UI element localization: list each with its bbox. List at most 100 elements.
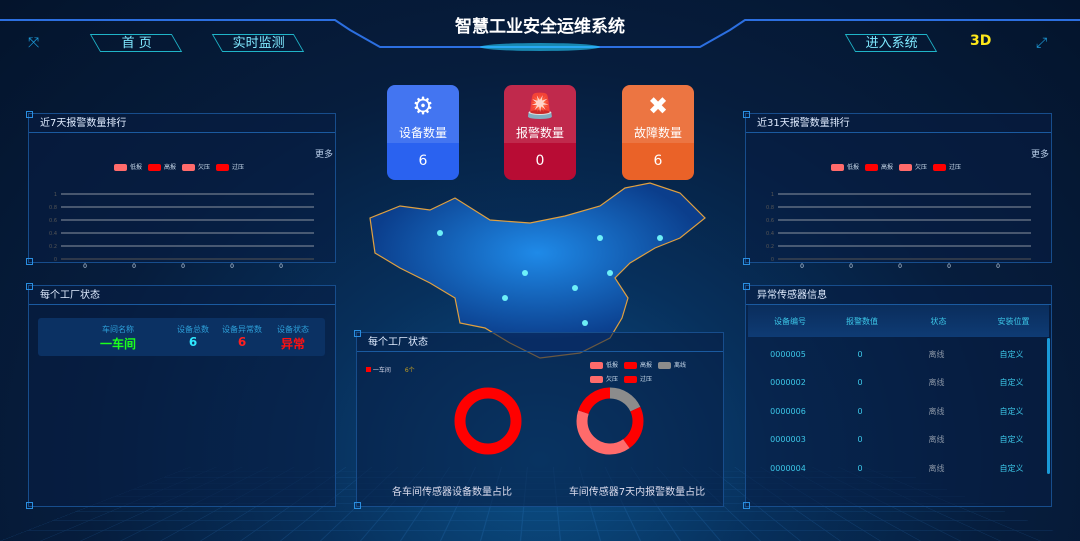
- legend-item[interactable]: 离线: [658, 360, 686, 369]
- table-cell: 离线: [928, 406, 945, 416]
- pie-slice: [576, 387, 644, 455]
- legend-label: 过压: [640, 376, 653, 383]
- y-tick-label: 1: [771, 192, 774, 198]
- header-frame: [0, 19, 1080, 51]
- table-header: 设备编号 报警数值 状态 安装位置: [748, 305, 1049, 337]
- x-tick-label: 0: [800, 263, 804, 270]
- legend-item[interactable]: 欠压: [899, 162, 927, 171]
- y-tick-label: 0: [54, 257, 57, 263]
- x-tick-label: 0: [898, 263, 902, 270]
- collapse-icon[interactable]: ⤧: [28, 35, 40, 51]
- center-stats-panel: 每个工厂状态 一车间 6个 低报 高报 离线 欠压 过压 各车间传感器设备数量占比 车间…: [354, 330, 724, 509]
- legend-item[interactable]: 过压: [624, 374, 652, 383]
- pie-charts: [454, 387, 644, 455]
- x-tick-label: 0: [849, 263, 853, 270]
- table-cell: 0: [857, 378, 863, 388]
- table-cell: 离线: [928, 378, 945, 388]
- legend-count: 6个: [404, 367, 415, 374]
- x-tick-label: 0: [83, 263, 87, 270]
- more-link[interactable]: 更多: [314, 150, 333, 160]
- tools-icon: ✖: [647, 92, 669, 120]
- table-row[interactable]: 0000003 0 离线 自定义: [746, 426, 1051, 455]
- scrollbar[interactable]: [1047, 338, 1050, 474]
- table-cell: 离线: [928, 435, 945, 445]
- nav-home-label: 首 页: [121, 36, 152, 51]
- chart-legend: 低报 高报 欠压 过压: [114, 162, 244, 171]
- fullscreen-icon[interactable]: ⤢: [1036, 35, 1048, 51]
- x-tick-label: 0: [181, 263, 185, 270]
- legend-item[interactable]: 过压: [933, 162, 961, 171]
- panel-title: 近7天报警数量排行: [29, 114, 335, 133]
- col-header: 安装位置: [997, 316, 1030, 326]
- card-label: 故障数量: [633, 126, 682, 140]
- legend-label: 欠压: [606, 376, 619, 383]
- legend-label: 欠压: [915, 164, 928, 171]
- stat-card[interactable]: ✖ 故障数量 6: [622, 85, 694, 180]
- workshop-name: 一车间: [99, 337, 136, 351]
- col-header: 设备编号: [774, 316, 806, 326]
- factory-row[interactable]: 车间名称 一车间 设备总数 6 设备异常数 6 设备状态 异常: [38, 318, 325, 356]
- y-tick-label: 0.2: [766, 244, 774, 250]
- enter-system-label: 进入系统: [865, 36, 918, 51]
- legend-item[interactable]: 高报: [624, 360, 652, 369]
- y-tick-label: 0.8: [49, 205, 57, 211]
- legend-label: 过压: [949, 164, 962, 171]
- nav-home[interactable]: 首 页: [89, 34, 183, 52]
- table-cell: 离线: [928, 463, 945, 473]
- device-status: 异常: [280, 337, 305, 351]
- legend-item[interactable]: 低报: [114, 162, 142, 171]
- legend-label: 一车间: [372, 367, 391, 374]
- abnormal-sensor-panel: 异常传感器信息 设备编号 报警数值 状态 安装位置 0000005 0 离线 自定义 0…: [743, 283, 1052, 509]
- card-value: 6: [418, 153, 428, 169]
- table-row[interactable]: 0000002 0 离线 自定义: [746, 369, 1051, 398]
- col-header: 状态: [930, 316, 947, 326]
- legend-item[interactable]: 过压: [216, 162, 244, 171]
- y-tick-label: 0.2: [49, 244, 57, 250]
- y-tick-label: 0.6: [49, 218, 57, 224]
- factory-status-panel: 每个工厂状态 车间名称 一车间 设备总数 6 设备异常数 6 设备状态 异常: [26, 283, 336, 509]
- table-row[interactable]: 0000005 0 离线 自定义: [746, 340, 1051, 369]
- table-cell: 0000006: [770, 406, 806, 416]
- 3d-button[interactable]: 3D: [970, 33, 992, 49]
- y-tick-label: 0.6: [766, 218, 774, 224]
- table-cell: 自定义: [999, 463, 1024, 473]
- col-header: 设备状态: [277, 325, 309, 334]
- legend-label: 离线: [674, 362, 687, 369]
- col-header: 报警数值: [846, 316, 878, 326]
- y-tick-label: 0: [771, 257, 774, 263]
- table-cell: 0: [857, 349, 863, 359]
- alarm-light-icon: 🚨: [525, 92, 555, 120]
- pie-caption: 各车间传感器设备数量占比: [392, 487, 512, 498]
- table-row[interactable]: 0000006 0 离线 自定义: [746, 397, 1051, 426]
- device-abnormal: 6: [237, 335, 247, 349]
- legend-item[interactable]: 欠压: [590, 374, 618, 383]
- legend-label: 高报: [640, 362, 653, 369]
- legend-item[interactable]: 低报: [831, 162, 859, 171]
- table-cell: 自定义: [999, 349, 1024, 359]
- legend-item[interactable]: 欠压: [182, 162, 210, 171]
- table-cell: 自定义: [999, 406, 1024, 416]
- nav-monitor[interactable]: 实时监测: [211, 34, 305, 52]
- china-map: [369, 182, 706, 359]
- more-link[interactable]: 更多: [1030, 150, 1049, 160]
- chart-legend: 低报 高报 欠压 过压: [831, 162, 961, 171]
- x-tick-label: 0: [947, 263, 951, 270]
- enter-system-button[interactable]: 进入系统: [844, 34, 938, 52]
- legend-item[interactable]: 高报: [865, 162, 893, 171]
- x-tick-label: 0: [996, 263, 1000, 270]
- col-header: 车间名称: [102, 325, 134, 334]
- legend-label: 低报: [847, 164, 860, 171]
- table-cell: 0: [857, 435, 863, 445]
- legend-item[interactable]: 低报: [590, 360, 618, 369]
- y-tick-label: 0.4: [766, 231, 774, 237]
- table-row[interactable]: 0000004 0 离线 自定义: [746, 454, 1051, 483]
- page-title: 智慧工业安全运维系统: [455, 17, 625, 37]
- col-header: 设备总数: [177, 325, 209, 334]
- legend-label: 低报: [130, 164, 143, 171]
- stat-card[interactable]: 🚨 报警数量 0: [504, 85, 576, 180]
- table-cell: 0000005: [770, 349, 806, 359]
- legend-label: 低报: [606, 362, 619, 369]
- stat-card[interactable]: ⚙ 设备数量 6: [387, 85, 459, 180]
- legend-label: 过压: [232, 164, 245, 171]
- legend-item[interactable]: 高报: [148, 162, 176, 171]
